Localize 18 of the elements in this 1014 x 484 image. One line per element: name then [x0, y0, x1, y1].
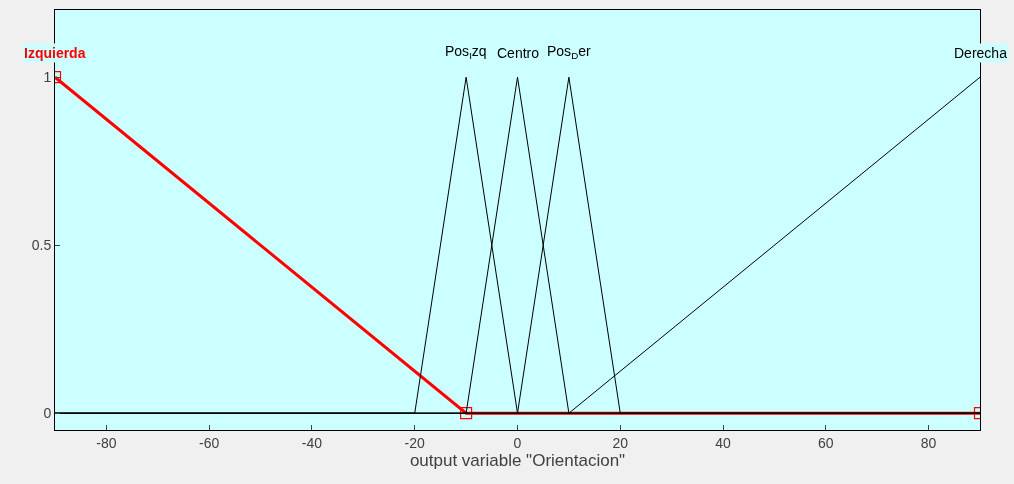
- x-tick-label: 80: [920, 434, 937, 451]
- y-tick-label: 0.5: [31, 237, 52, 254]
- x-tick-label: 20: [612, 434, 629, 451]
- series-label: Centro: [497, 45, 540, 61]
- series-label: Pos$_{I}$zq: [445, 43, 487, 61]
- y-tick-label: 0: [43, 405, 52, 422]
- series-label: Derecha: [954, 45, 1008, 61]
- x-tick-label: -60: [199, 434, 220, 451]
- x-tick-label: 60: [818, 434, 834, 451]
- x-axis-title: output variable "Orientacion": [409, 451, 626, 471]
- series-label: Izquierda: [24, 45, 86, 61]
- x-tick-label: -40: [301, 434, 323, 451]
- x-tick-label: 40: [715, 434, 732, 451]
- x-tick-label: -20: [404, 434, 426, 451]
- series-label: Pos$_{D}$er: [547, 43, 591, 61]
- y-tick-label: 1: [43, 69, 52, 86]
- x-tick-label: -80: [96, 434, 117, 451]
- x-tick-label: 0: [513, 434, 522, 451]
